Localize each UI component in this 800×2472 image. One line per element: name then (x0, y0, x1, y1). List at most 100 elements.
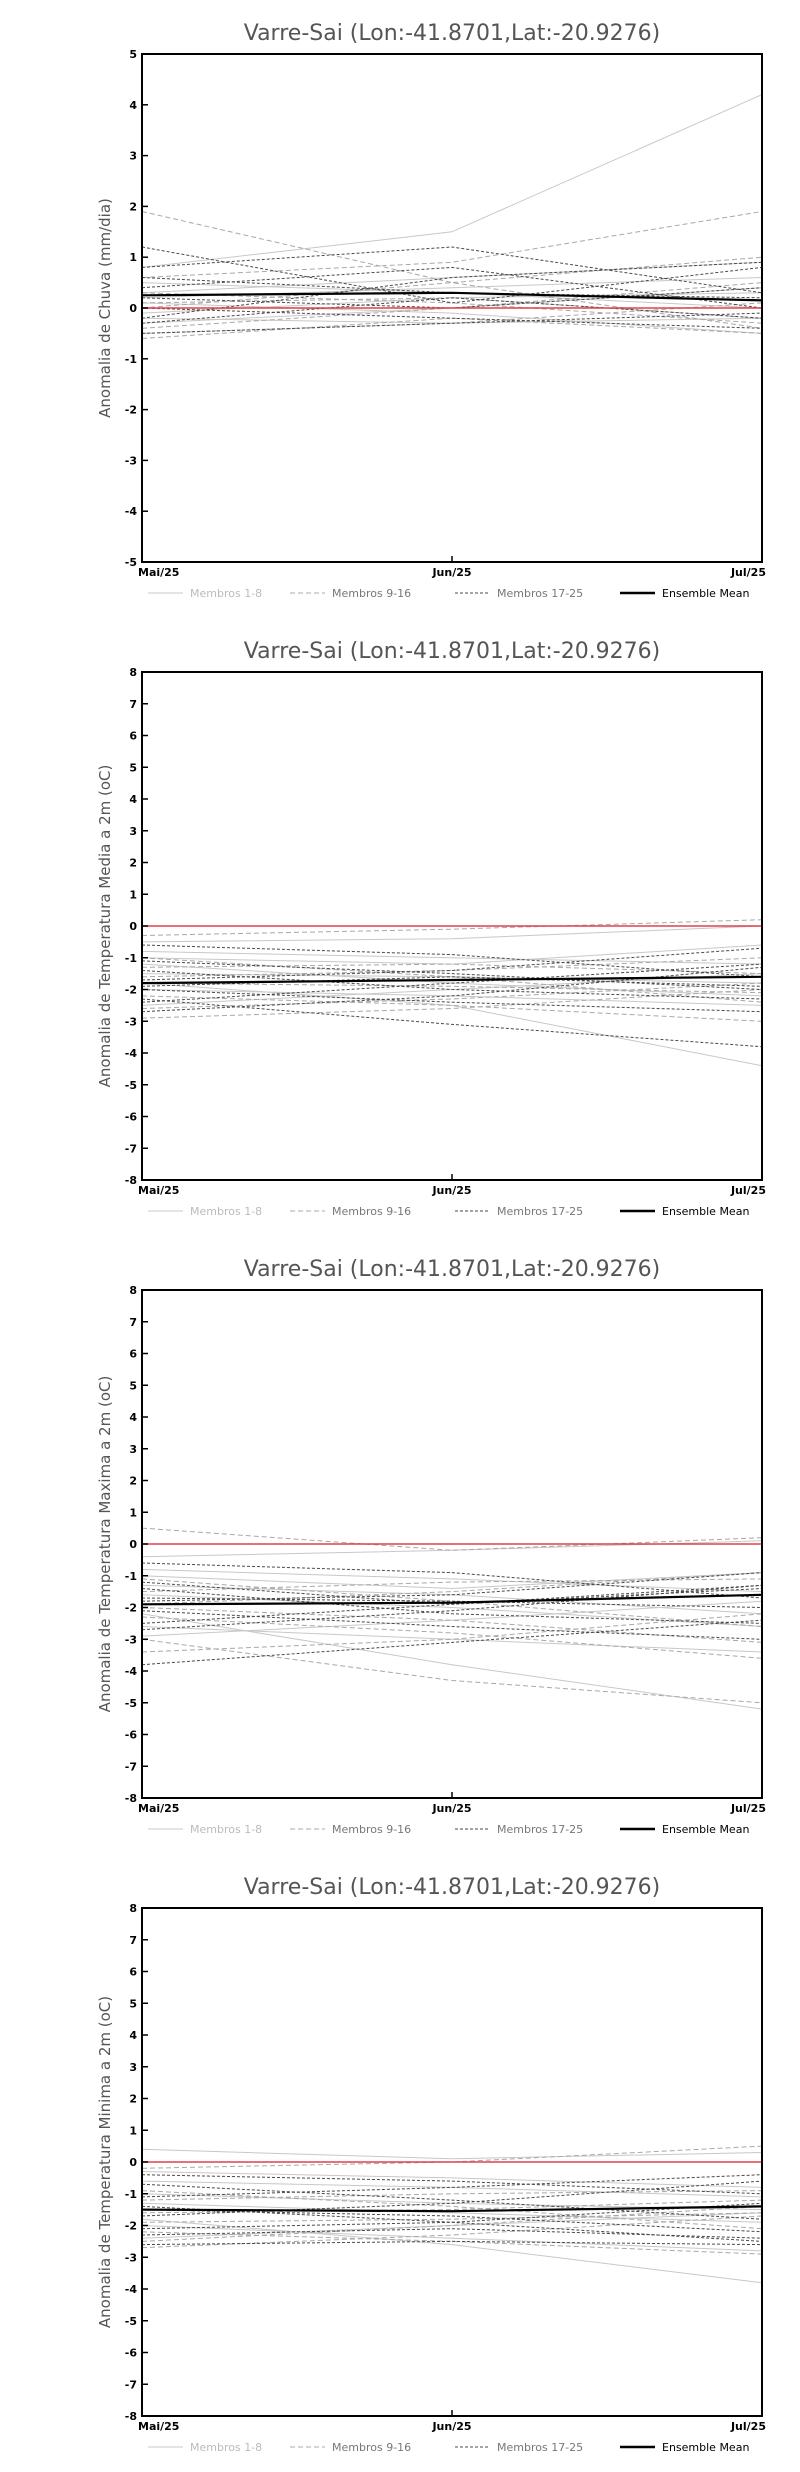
member-line-18 (141, 960, 763, 990)
y-tick-label: -2 (125, 2220, 137, 2233)
legend-label: Membros 17-25 (497, 2441, 583, 2454)
member-line-17 (141, 1619, 763, 1666)
member-line-7 (141, 1584, 763, 1615)
member-line-14 (141, 2212, 763, 2223)
y-tick-label: -8 (125, 2410, 137, 2423)
y-tick-label: -3 (125, 454, 137, 467)
legend-label: Membros 9-16 (332, 2441, 411, 2454)
member-line-1 (141, 2218, 763, 2284)
y-tick-label: -8 (125, 1792, 137, 1805)
member-line-2 (141, 2148, 763, 2160)
member-line-19 (141, 261, 763, 319)
member-line-4 (141, 2225, 763, 2252)
member-line-20 (141, 266, 763, 309)
y-tick-label: 1 (129, 1506, 137, 1519)
member-line-8 (141, 950, 763, 965)
member-line-24 (141, 297, 763, 324)
ensemble-mean-line (141, 291, 763, 302)
y-tick-label: 1 (129, 2124, 137, 2137)
member-line-9 (141, 1638, 763, 1704)
x-tick-label: Jul/25 (730, 1802, 766, 1815)
y-tick-label: -5 (125, 1079, 137, 1092)
member-line-25 (141, 2205, 763, 2242)
x-tick-label: Mai/25 (138, 566, 179, 579)
member-line-24 (141, 2174, 763, 2198)
member-line-21 (141, 312, 763, 334)
y-tick-label: 8 (129, 1902, 137, 1915)
y-tick-label: 4 (129, 99, 137, 112)
member-line-25 (141, 1597, 763, 1608)
y-tick-label: 5 (129, 48, 137, 61)
y-tick-label: 3 (129, 825, 137, 838)
y-tick-label: -2 (125, 1602, 137, 1615)
member-line-18 (141, 2174, 763, 2195)
legend-label: Ensemble Mean (662, 1205, 749, 1218)
legend-label: Membros 1-8 (190, 587, 262, 600)
member-line-21 (141, 2183, 763, 2220)
y-tick-label: 2 (129, 200, 137, 213)
y-tick-label: -1 (125, 353, 137, 366)
member-line-1 (141, 982, 763, 1067)
series-group (141, 94, 763, 339)
member-line-22 (141, 2209, 763, 2233)
y-tick-label: -1 (125, 2188, 137, 2201)
legend-label: Membros 1-8 (190, 2441, 262, 2454)
member-line-11 (141, 2199, 763, 2214)
legend-label: Membros 1-8 (190, 1205, 262, 1218)
member-line-10 (141, 919, 763, 936)
member-line-9 (141, 989, 763, 1019)
y-tick-label: 0 (129, 2156, 137, 2169)
member-line-6 (141, 2212, 763, 2239)
y-tick-label: 2 (129, 2093, 137, 2106)
ensemble-mean-line (141, 975, 763, 985)
member-line-8 (141, 1568, 763, 1593)
member-line-15 (141, 1578, 763, 1593)
member-line-4 (141, 1626, 763, 1653)
member-line-4 (141, 302, 763, 334)
legend: Membros 1-8 Membros 9-16 Membros 17-25 Ense… (148, 587, 749, 600)
legend-label: Membros 1-8 (190, 1823, 262, 1836)
member-line-2 (141, 944, 763, 965)
legend-label: Membros 17-25 (497, 1823, 583, 1836)
y-axis-label: Anomalia de Temperatura Media a 2m (oC) (96, 765, 114, 1088)
x-tick-label: Mai/25 (138, 1184, 179, 1197)
x-tick-label: Jun/25 (431, 1802, 471, 1815)
y-tick-label: 5 (129, 1379, 137, 1392)
member-line-14 (141, 282, 763, 329)
member-line-16 (141, 317, 763, 339)
x-tick-label: Jul/25 (730, 566, 766, 579)
chart-panel-2: Varre-Sai (Lon:-41.8701,Lat:-20.9276) Ano… (96, 639, 766, 1218)
y-tick-label: 0 (129, 1538, 137, 1551)
member-line-24 (141, 1584, 763, 1624)
y-tick-label: 7 (129, 1316, 137, 1329)
legend-label: Membros 9-16 (332, 1205, 411, 1218)
x-tick-label: Jun/25 (431, 2420, 471, 2433)
y-tick-label: 1 (129, 888, 137, 901)
member-line-12 (141, 1616, 763, 1659)
y-axis-label: Anomalia de Temperatura Minima a 2m (oC) (96, 1996, 114, 2328)
member-line-17 (141, 998, 763, 1048)
member-line-5 (141, 2202, 763, 2223)
member-line-1 (141, 1613, 763, 1710)
member-line-17 (141, 2240, 763, 2246)
member-line-16 (141, 2190, 763, 2201)
y-tick-label: -8 (125, 1174, 137, 1187)
member-line-11 (141, 957, 763, 978)
y-tick-label: 4 (129, 1411, 137, 1424)
member-line-21 (141, 1562, 763, 1599)
y-tick-label: -7 (125, 1142, 137, 1155)
member-line-22 (141, 1610, 763, 1640)
x-tick-label: Mai/25 (138, 2420, 179, 2433)
x-tick-label: Mai/25 (138, 1802, 179, 1815)
chart-panel-4: Varre-Sai (Lon:-41.8701,Lat:-20.9276) Ano… (96, 1875, 766, 2454)
member-line-20 (141, 1572, 763, 1602)
y-tick-label: 2 (129, 857, 137, 870)
y-tick-label: -3 (125, 1633, 137, 1646)
y-tick-label: 6 (129, 1348, 137, 1361)
legend-label: Ensemble Mean (662, 1823, 749, 1836)
member-line-25 (141, 976, 763, 987)
member-line-10 (141, 2145, 763, 2169)
x-tick-label: Jul/25 (730, 2420, 766, 2433)
member-line-3 (141, 1540, 763, 1558)
